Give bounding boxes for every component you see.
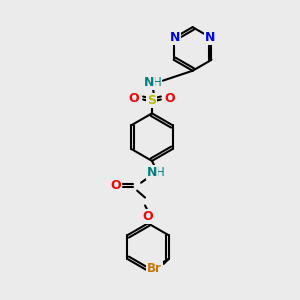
Text: O: O <box>143 210 153 223</box>
Text: H: H <box>155 166 164 179</box>
Text: Br: Br <box>147 262 162 275</box>
Text: N: N <box>147 166 157 179</box>
Text: N: N <box>205 31 216 44</box>
Text: O: O <box>129 92 140 105</box>
Text: S: S <box>148 94 157 107</box>
Text: O: O <box>110 179 121 192</box>
Text: N: N <box>169 31 180 44</box>
Text: N: N <box>144 76 154 89</box>
Text: H: H <box>153 76 161 89</box>
Text: O: O <box>164 92 175 105</box>
